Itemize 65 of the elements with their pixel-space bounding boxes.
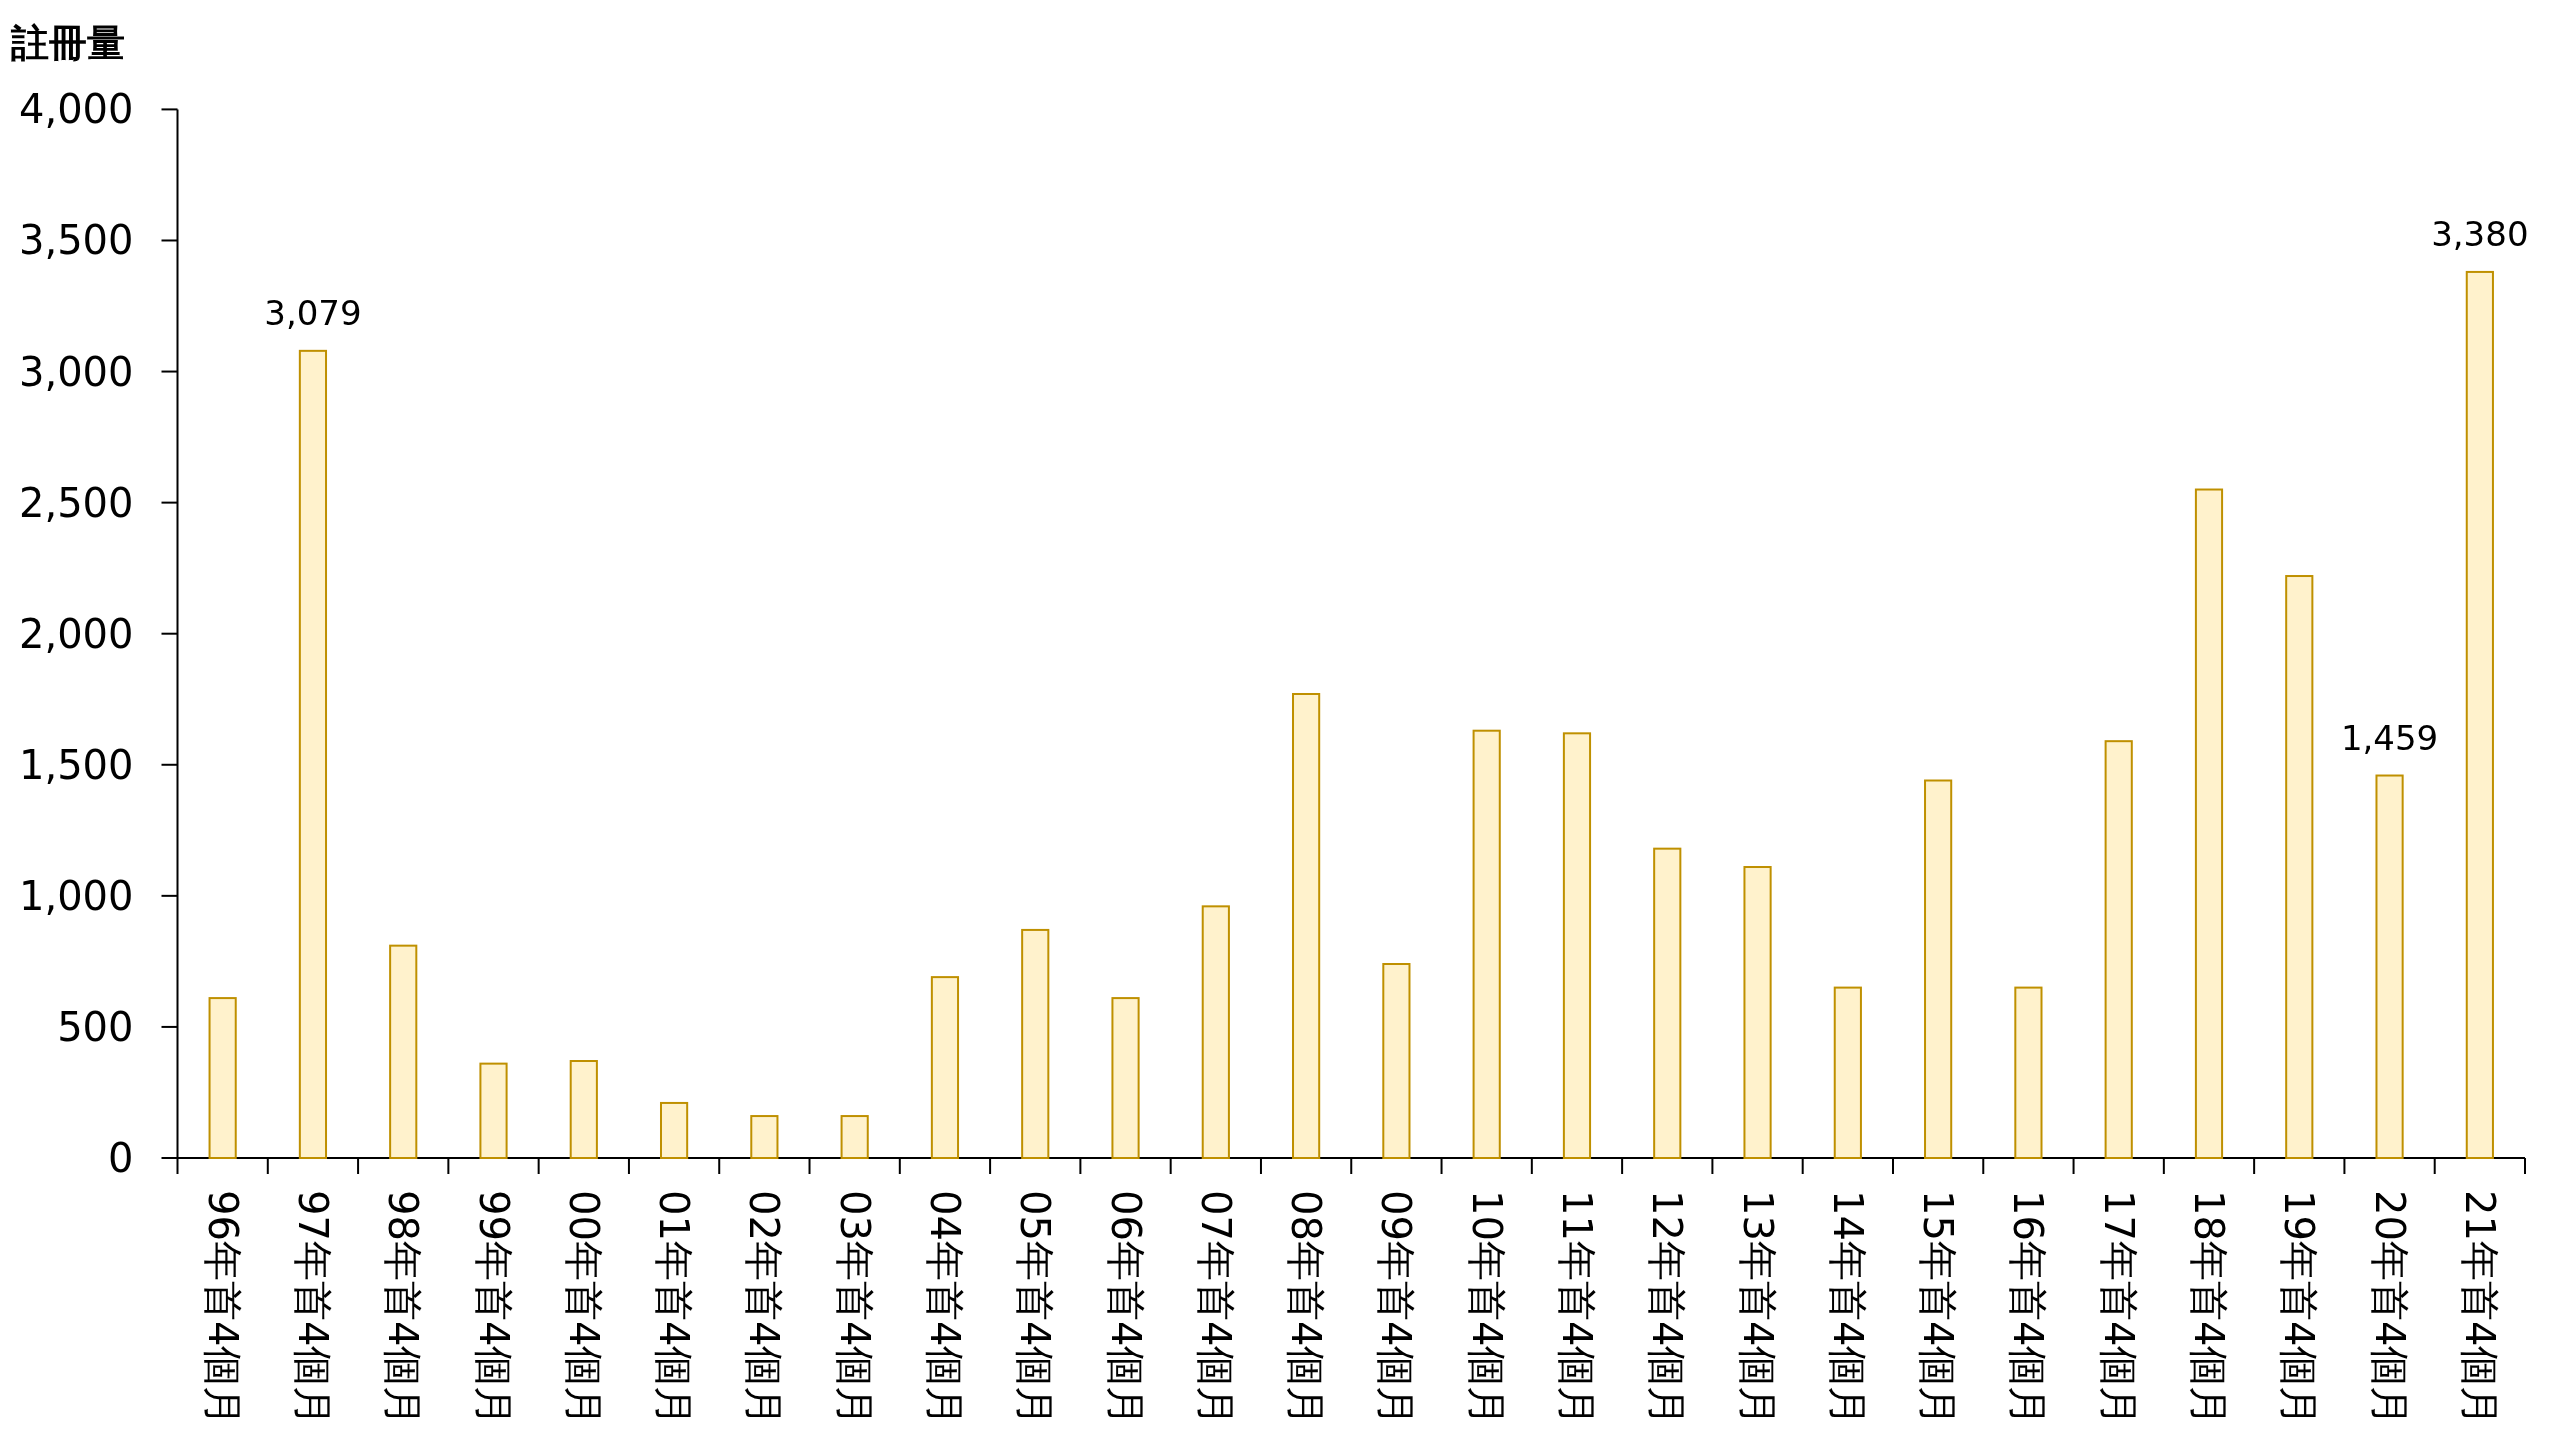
data-label: 3,380 bbox=[2431, 213, 2529, 254]
x-tick-label: 01年首4個月 bbox=[651, 1190, 698, 1427]
y-tick-label: 2,000 bbox=[18, 610, 134, 657]
x-tick-label: 18年首4個月 bbox=[2185, 1190, 2232, 1427]
y-tick-label: 500 bbox=[57, 1003, 134, 1050]
bar bbox=[1562, 732, 1592, 1159]
y-axis-title: 註冊量 bbox=[10, 21, 125, 65]
y-tick-label: 4,000 bbox=[18, 86, 134, 133]
x-tick-label: 15年首4個月 bbox=[1915, 1190, 1962, 1427]
x-tick-label: 98年首4個月 bbox=[380, 1190, 427, 1427]
data-label: 3,079 bbox=[264, 292, 362, 333]
bar bbox=[2285, 575, 2314, 1159]
bar bbox=[208, 997, 237, 1159]
x-tick-label: 17年首4個月 bbox=[2095, 1190, 2142, 1427]
x-tick-label: 13年首4個月 bbox=[1734, 1190, 1781, 1427]
x-tick-label: 07年首4個月 bbox=[1192, 1190, 1239, 1427]
x-tick-label: 10年首4個月 bbox=[1463, 1190, 1510, 1427]
bar bbox=[930, 976, 960, 1159]
x-tick-label: 14年首4個月 bbox=[1824, 1190, 1871, 1427]
bar bbox=[840, 1115, 869, 1159]
bar bbox=[2375, 774, 2404, 1159]
y-tick-label: 0 bbox=[108, 1135, 134, 1181]
y-tick-label: 1,000 bbox=[18, 872, 134, 919]
bar bbox=[389, 944, 418, 1159]
x-tick-label: 21年首4個月 bbox=[2456, 1190, 2503, 1427]
x-tick-label: 12年首4個月 bbox=[1644, 1190, 1691, 1427]
x-tick-label: 04年首4個月 bbox=[921, 1190, 968, 1427]
x-tick-label: 96年首4個月 bbox=[199, 1190, 246, 1427]
bar bbox=[1743, 866, 1772, 1159]
x-tick-label: 97年首4個月 bbox=[289, 1190, 336, 1427]
bar bbox=[2465, 270, 2494, 1159]
bar bbox=[1111, 997, 1140, 1159]
x-tick-label: 06年首4個月 bbox=[1102, 1190, 1149, 1427]
x-tick-label: 11年首4個月 bbox=[1553, 1190, 1600, 1427]
x-tick-label: 08年首4個月 bbox=[1283, 1190, 1330, 1427]
bar bbox=[2014, 986, 2043, 1159]
x-tick-label: 16年首4個月 bbox=[2005, 1190, 2052, 1427]
y-tick-label: 3,000 bbox=[18, 348, 134, 395]
x-tick-label: 09年首4個月 bbox=[1373, 1190, 1420, 1427]
bar bbox=[1292, 693, 1321, 1159]
bar bbox=[1833, 986, 1862, 1159]
x-tick-label: 05年首4個月 bbox=[1012, 1190, 1059, 1427]
bar bbox=[750, 1115, 779, 1159]
x-tick-label: 20年首4個月 bbox=[2366, 1190, 2413, 1427]
bar bbox=[569, 1060, 598, 1159]
y-tick-label: 3,500 bbox=[18, 217, 134, 264]
bar bbox=[479, 1062, 508, 1159]
x-tick-label: 99年首4個月 bbox=[470, 1190, 517, 1427]
x-tick-label: 03年首4個月 bbox=[831, 1190, 878, 1427]
bar bbox=[1472, 729, 1501, 1159]
bar bbox=[1924, 779, 1953, 1159]
bar bbox=[1382, 963, 1411, 1159]
data-label: 1,459 bbox=[2340, 717, 2439, 758]
x-tick-label: 00年首4個月 bbox=[560, 1190, 607, 1427]
x-tick-label: 19年首4個月 bbox=[2276, 1190, 2323, 1427]
bar bbox=[1201, 905, 1230, 1159]
bar bbox=[1653, 847, 1682, 1159]
bar bbox=[298, 349, 328, 1159]
x-tick-label: 02年首4個月 bbox=[741, 1190, 788, 1427]
bar bbox=[1021, 928, 1050, 1159]
y-tick-label: 1,500 bbox=[18, 741, 134, 788]
bar bbox=[660, 1101, 689, 1159]
bar bbox=[2194, 488, 2224, 1159]
bar bbox=[2104, 740, 2133, 1159]
y-tick-label: 2,500 bbox=[18, 479, 134, 526]
